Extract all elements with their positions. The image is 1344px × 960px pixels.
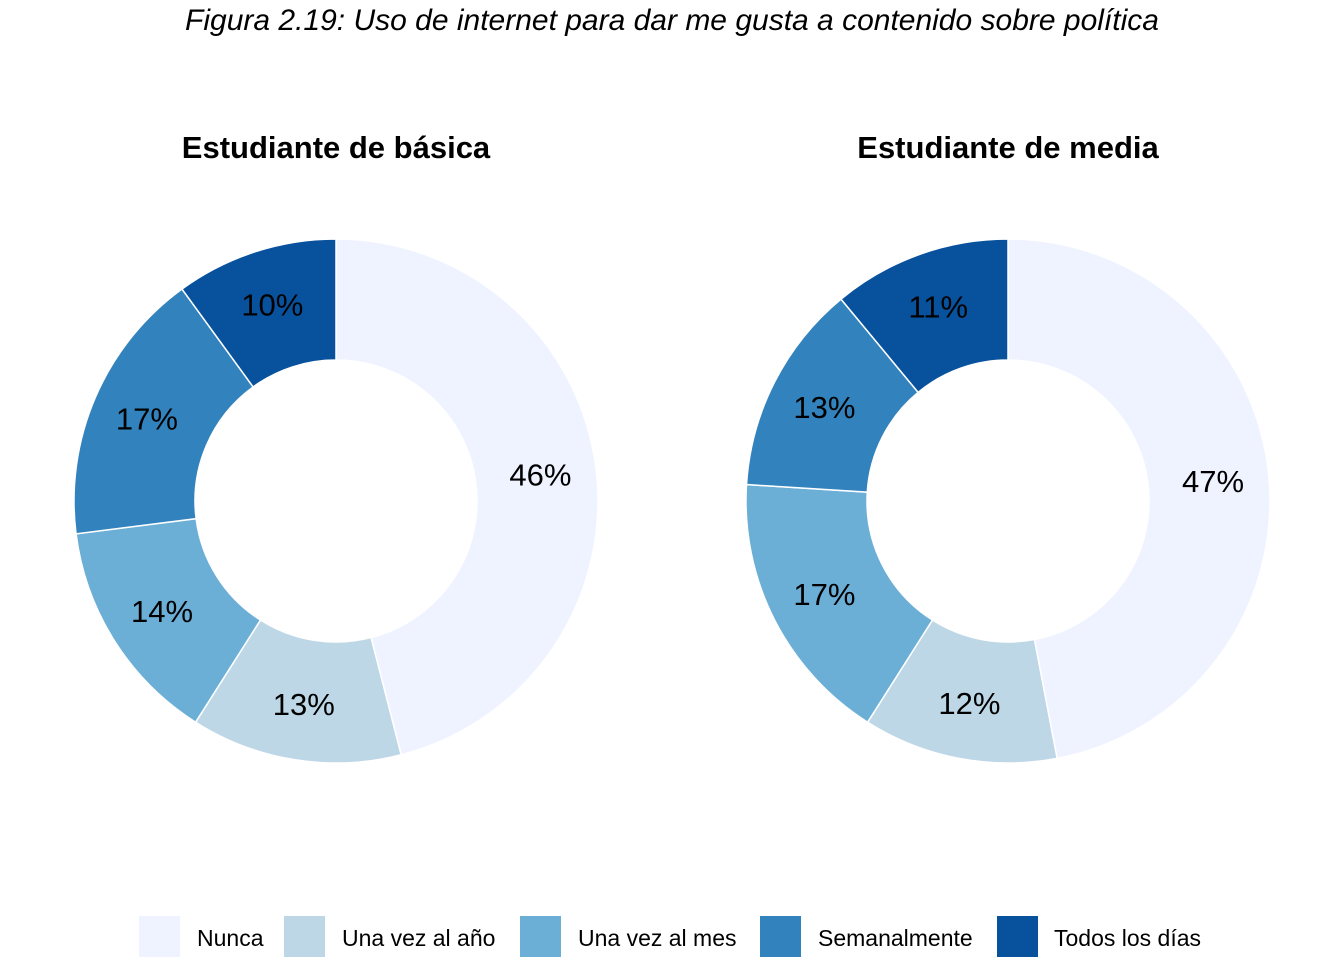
panel-title-basica: Estudiante de básica (182, 130, 491, 165)
donut-media: 47% 12% 17% 13% 11% (745, 238, 1271, 764)
slice-una-vez-al-mes (75, 517, 262, 724)
legend-label-una-vez-al-ano: Una vez al año (342, 925, 495, 951)
legend-swatch-una-vez-al-ano (284, 916, 325, 957)
slice-una-vez-al-mes (745, 483, 934, 724)
legend: Nunca Una vez al año Una vez al mes Semanal… (139, 916, 1201, 957)
slice-label-una-vez-al-mes: 14% (131, 594, 193, 629)
legend-swatch-una-vez-al-mes (520, 916, 561, 957)
slice-todos-los-dias (839, 238, 1009, 394)
legend-swatch-semanalmente (760, 916, 801, 957)
slice-label-semanalmente: 13% (793, 390, 855, 425)
legend-swatch-todos-los-dias (997, 916, 1038, 957)
slice-label-una-vez-al-ano: 12% (938, 686, 1000, 721)
donut-basica: 46% 13% 14% 17% 10% (73, 238, 599, 764)
legend-label-una-vez-al-mes: Una vez al mes (578, 925, 737, 951)
slice-todos-los-dias (180, 238, 337, 388)
slice-semanalmente (73, 287, 255, 535)
slice-label-semanalmente: 17% (116, 402, 178, 437)
donut-panel-media: Estudiante de media 47% 12% 17% 13% 11% (745, 130, 1271, 764)
slice-label-una-vez-al-mes: 17% (793, 577, 855, 612)
legend-label-todos-los-dias: Todos los días (1054, 925, 1201, 951)
legend-label-nunca: Nunca (197, 925, 264, 951)
slice-label-nunca: 47% (1182, 464, 1244, 499)
figure-title: Figura 2.19: Uso de internet para dar me… (185, 4, 1159, 37)
donut-panel-basica: Estudiante de básica 46% 13% 14% 17% 10% (73, 130, 599, 764)
slice-label-nunca: 46% (509, 458, 571, 493)
slice-label-una-vez-al-ano: 13% (273, 687, 335, 722)
legend-swatch-nunca (139, 916, 180, 957)
legend-label-semanalmente: Semanalmente (818, 925, 973, 951)
slice-nunca (335, 238, 599, 756)
slice-label-todos-los-dias: 10% (241, 288, 303, 323)
slice-nunca (1007, 238, 1271, 760)
panel-title-media: Estudiante de media (857, 130, 1159, 165)
slice-label-todos-los-dias: 11% (908, 290, 968, 325)
